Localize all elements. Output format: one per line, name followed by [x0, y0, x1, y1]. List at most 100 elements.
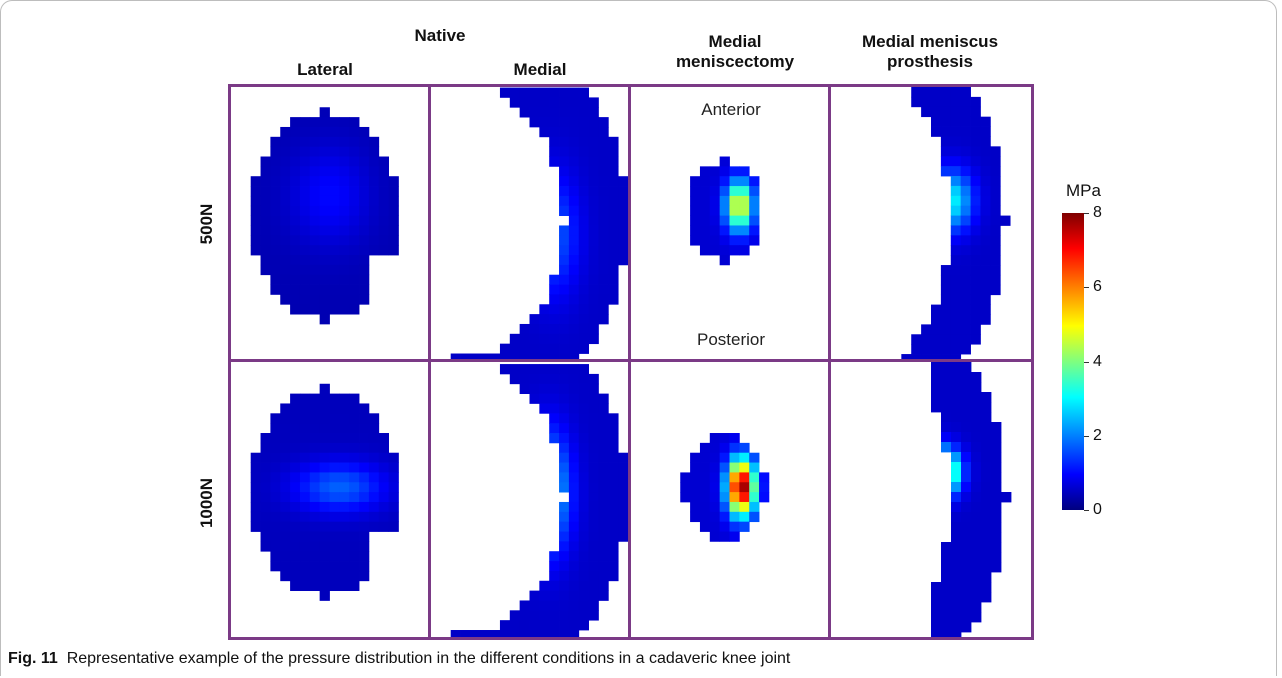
- pressure-pixel: [931, 314, 942, 325]
- pressure-pixel: [549, 117, 560, 128]
- pressure-pixel: [250, 472, 261, 483]
- pressure-pixel: [709, 492, 721, 503]
- pressure-pixel: [559, 166, 570, 177]
- pressure-pixel: [709, 482, 721, 493]
- pressure-pixel: [329, 433, 340, 444]
- pressure-pixel: [290, 205, 301, 217]
- pressure-pixel: [960, 334, 971, 345]
- pressure-pixel: [270, 176, 281, 187]
- pressure-pixel: [940, 116, 952, 127]
- pressure-pixel: [931, 126, 942, 137]
- pressure-pixel: [981, 542, 992, 553]
- pressure-pixel: [961, 532, 972, 543]
- pressure-pixel: [290, 235, 301, 246]
- pressure-pixel: [539, 590, 550, 601]
- pressure-pixel: [280, 255, 291, 266]
- pressure-pixel: [309, 521, 321, 532]
- pressure-pixel: [980, 215, 991, 226]
- pressure-pixel: [359, 521, 370, 532]
- pressure-pixel: [709, 195, 721, 207]
- pressure-pixel: [901, 354, 912, 359]
- pressure-pixel: [598, 225, 609, 236]
- pressure-pixel: [339, 264, 350, 276]
- pressure-pixel: [529, 353, 540, 359]
- pressure-pixel: [559, 393, 570, 404]
- pressure-pixel: [299, 146, 311, 157]
- pressure-pixel: [529, 364, 540, 375]
- pressure-pixel: [699, 166, 711, 177]
- pressure-pixel: [260, 264, 271, 276]
- pressure-pixel: [319, 304, 330, 315]
- pressure-pixel: [980, 265, 991, 276]
- colorbar-tick-label: 6: [1093, 278, 1102, 296]
- pressure-pixel: [699, 492, 711, 503]
- pressure-pixel: [950, 116, 962, 127]
- pressure-pixel: [598, 117, 609, 128]
- pressure-pixel: [990, 215, 1001, 226]
- pressure-pixel: [559, 620, 570, 631]
- pressure-pixel: [598, 482, 609, 493]
- pressure-pixel: [941, 542, 952, 553]
- pressure-pixel: [588, 452, 599, 463]
- pressure-pixel: [941, 372, 952, 383]
- pressure-pixel: [618, 205, 628, 217]
- pressure-pixel: [940, 136, 952, 147]
- pressure-pixel: [549, 620, 560, 631]
- pressure-pixel: [280, 442, 291, 454]
- pressure-pixel: [729, 501, 740, 513]
- pressure-pixel: [378, 492, 389, 503]
- pressure-pixel: [290, 403, 301, 414]
- pressure-pixel: [339, 492, 350, 503]
- pressure-pixel: [608, 245, 619, 256]
- pressure-pixel: [329, 511, 340, 523]
- pressure-pixel: [280, 186, 291, 197]
- pressure-pixel: [539, 580, 550, 592]
- pressure-pixel: [329, 521, 340, 532]
- pressure-pixel: [981, 562, 992, 573]
- pressure-pixel: [349, 225, 360, 236]
- pressure-pixel: [749, 501, 760, 513]
- pressure-pixel: [940, 344, 952, 355]
- pressure-pixel: [588, 156, 599, 167]
- pressure-pixel: [559, 225, 570, 236]
- pressure-pixel: [990, 156, 1001, 167]
- pressure-pixel: [559, 146, 570, 157]
- pressure-pixel: [690, 186, 701, 197]
- pressure-pixel: [359, 255, 370, 266]
- pressure-pixel: [588, 590, 599, 601]
- pressure-pixel: [970, 166, 981, 177]
- pressure-pixel: [359, 551, 370, 562]
- pressure-pixel: [578, 274, 589, 285]
- pressure-pixel: [319, 551, 330, 562]
- pressure-pixel: [739, 511, 750, 523]
- pressure-pixel: [608, 561, 619, 572]
- pressure-pixel: [951, 372, 962, 383]
- pressure-pixel: [940, 294, 952, 305]
- pressure-pixel: [970, 314, 981, 325]
- pressure-pixel: [608, 136, 619, 148]
- pressure-pixel: [349, 255, 360, 266]
- pressure-pixel: [559, 413, 570, 424]
- pressure-pixel: [378, 442, 389, 454]
- pressure-pixel: [368, 195, 380, 207]
- pressure-pixel: [699, 186, 711, 197]
- pressure-pixel: [951, 442, 962, 453]
- pressure-pixel: [319, 521, 330, 532]
- pressure-pixel: [329, 225, 340, 236]
- pressure-pixel: [250, 492, 261, 503]
- pressure-pixel: [319, 393, 330, 404]
- pressure-pixel: [559, 343, 570, 354]
- pressure-pixel: [990, 255, 1001, 266]
- pressure-pixel: [280, 452, 291, 463]
- pressure-pixel: [971, 412, 982, 423]
- pressure-pixel: [739, 215, 750, 226]
- pressure-pixel: [280, 215, 291, 226]
- pressure-pixel: [709, 225, 721, 236]
- pressure-pixel: [339, 284, 350, 295]
- pressure-pixel: [960, 136, 971, 147]
- pressure-pixel: [529, 630, 540, 637]
- pressure-pixel: [359, 433, 370, 444]
- pressure-pixel: [568, 472, 580, 483]
- pressure-pixel: [941, 562, 952, 573]
- pressure-pixel: [568, 590, 580, 601]
